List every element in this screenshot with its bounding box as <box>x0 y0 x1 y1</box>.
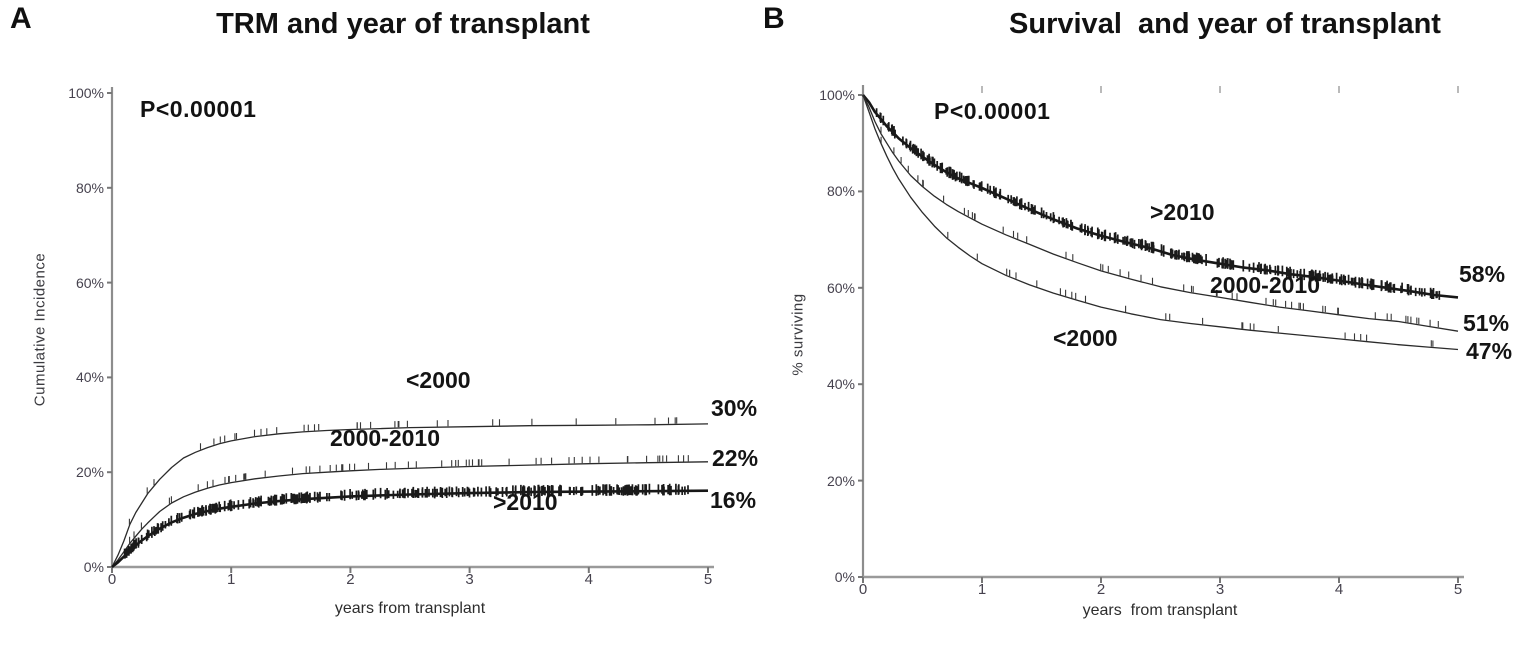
x-tick-label: 0 <box>858 581 868 598</box>
x-tick-label: 1 <box>227 571 236 588</box>
y-tick-label: 60% <box>826 279 855 296</box>
x-tick-label: 5 <box>1453 581 1463 598</box>
panel-b-title: Survival and year of transplant <box>1009 8 1441 40</box>
curve-label-b-gt2010: >2010 <box>1150 199 1215 225</box>
curve-label-a-gt2010: >2010 <box>493 489 558 515</box>
censor-marks-1-2 <box>880 136 1434 347</box>
panel-a-y-axis-title: Cumulative Incidence <box>31 252 49 407</box>
censor-marks-0-1 <box>129 455 689 544</box>
end-value-a-2000-2010: 22% <box>712 445 759 471</box>
survival-curve-1-2 <box>862 94 1459 351</box>
survival-curve-0-2 <box>111 489 709 569</box>
censor-marks-0-0 <box>128 417 678 525</box>
y-tick-label: 0% <box>834 569 855 585</box>
panel-a-letter: A <box>10 2 32 35</box>
panel-b-pvalue: P<0.00001 <box>934 98 1051 124</box>
x-tick-label: 4 <box>584 571 593 588</box>
curve-label-a-2000-2010: 2000-2010 <box>330 425 440 451</box>
y-tick-label: 0% <box>83 559 104 575</box>
panel-a-x-axis-title: years from transplant <box>334 600 486 617</box>
censor-marks-0-2 <box>123 483 689 559</box>
x-tick-label: 0 <box>107 571 117 588</box>
x-tick-label: 2 <box>1096 581 1106 598</box>
end-value-b-gt2010: 58% <box>1459 261 1506 287</box>
end-value-b-lt2000: 47% <box>1466 338 1513 364</box>
censor-marks-1-1 <box>880 126 1439 328</box>
y-tick-label: 40% <box>826 376 855 393</box>
y-tick-label: 100% <box>68 85 104 101</box>
curve-label-b-lt2000: <2000 <box>1053 325 1118 351</box>
x-tick-label: 1 <box>977 581 987 598</box>
survival-curve-1-0 <box>862 94 1459 299</box>
curve-label-b-2000-2010: 2000-2010 <box>1210 272 1320 298</box>
x-tick-label: 4 <box>1334 581 1344 598</box>
end-value-a-lt2000: 30% <box>711 395 758 421</box>
y-tick-label: 40% <box>75 369 104 386</box>
y-tick-label: 80% <box>826 183 855 200</box>
y-tick-label: 80% <box>75 179 104 196</box>
end-value-a-gt2010: 16% <box>710 487 757 513</box>
y-tick-label: 20% <box>826 472 855 489</box>
x-tick-label: 3 <box>465 571 474 588</box>
panel-a-pvalue: P<0.00001 <box>140 96 257 122</box>
y-tick-label: 100% <box>819 87 855 103</box>
panel-a-title: TRM and year of transplant <box>216 8 590 40</box>
y-tick-label: 60% <box>75 274 104 291</box>
x-tick-label: 3 <box>1215 581 1225 598</box>
x-tick-label: 5 <box>703 571 713 588</box>
panel-b-y-axis-title: % surviving <box>789 293 807 376</box>
panel-b-x-axis-title: years from transplant <box>1082 602 1238 619</box>
y-tick-label: 20% <box>75 464 104 481</box>
curve-label-a-lt2000: <2000 <box>406 367 471 393</box>
censor-marks-1-0 <box>875 108 1441 300</box>
x-tick-label: 2 <box>346 571 355 588</box>
end-value-b-2000-2010: 51% <box>1463 310 1510 336</box>
survival-curve-1-1 <box>862 94 1459 332</box>
survival-curve-0-1 <box>111 461 709 568</box>
survival-curve-0-0 <box>111 423 709 568</box>
panel-b-letter: B <box>763 2 785 35</box>
